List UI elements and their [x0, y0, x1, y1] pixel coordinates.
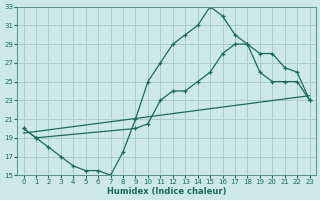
X-axis label: Humidex (Indice chaleur): Humidex (Indice chaleur): [107, 187, 226, 196]
